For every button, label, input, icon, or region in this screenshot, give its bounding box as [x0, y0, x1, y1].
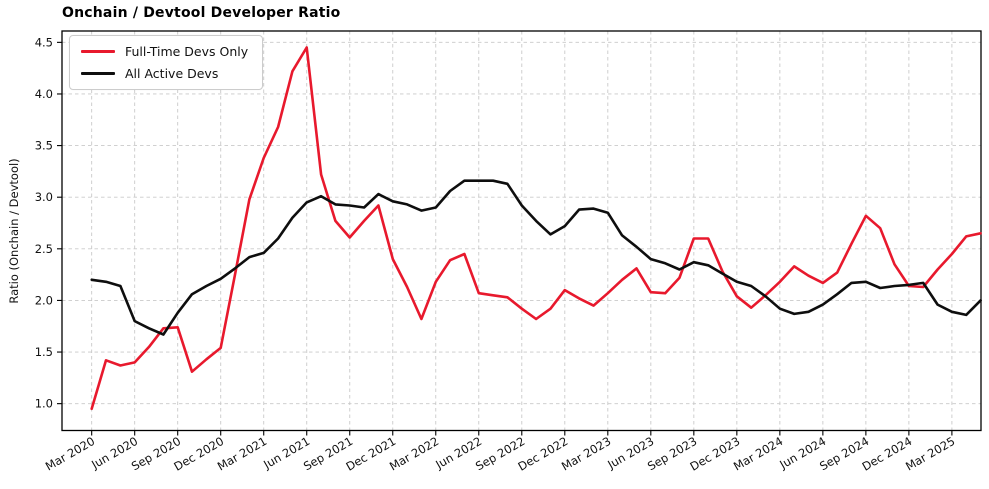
- legend-swatch-all-active-devs: [81, 72, 115, 75]
- series-line-all-active-devs: [90, 179, 982, 336]
- legend-item-all-active-devs: All Active Devs: [81, 66, 248, 81]
- x-tick-label: Mar 2021: [215, 434, 269, 473]
- legend-item-full-time-devs: Full-Time Devs Only: [81, 44, 248, 59]
- x-tick-label: Mar 2023: [559, 434, 613, 473]
- y-tick-label: 1.5: [35, 345, 53, 359]
- y-tick-label: 2.5: [35, 242, 53, 256]
- x-tick-label: Mar 2024: [731, 434, 785, 473]
- x-tick-label: Mar 2025: [903, 434, 957, 473]
- series-line-full-time-devs-only: [90, 46, 982, 411]
- legend-swatch-full-time-devs: [81, 50, 115, 53]
- x-tick-label: Mar 2022: [387, 434, 441, 473]
- chart-title: Onchain / Devtool Developer Ratio: [62, 5, 341, 21]
- y-tick-label: 3.0: [35, 190, 53, 204]
- y-tick-label: 4.0: [35, 87, 53, 101]
- legend-label-full-time-devs: Full-Time Devs Only: [125, 44, 249, 59]
- y-tick-label: 3.5: [35, 139, 53, 153]
- y-tick-label: 1.0: [35, 397, 53, 411]
- y-tick-label: 4.5: [35, 35, 53, 49]
- legend: Full-Time Devs Only All Active Devs: [69, 35, 264, 90]
- legend-label-all-active-devs: All Active Devs: [125, 66, 219, 81]
- x-tick-label: Mar 2020: [43, 434, 97, 473]
- y-tick-label: 2.0: [35, 293, 53, 307]
